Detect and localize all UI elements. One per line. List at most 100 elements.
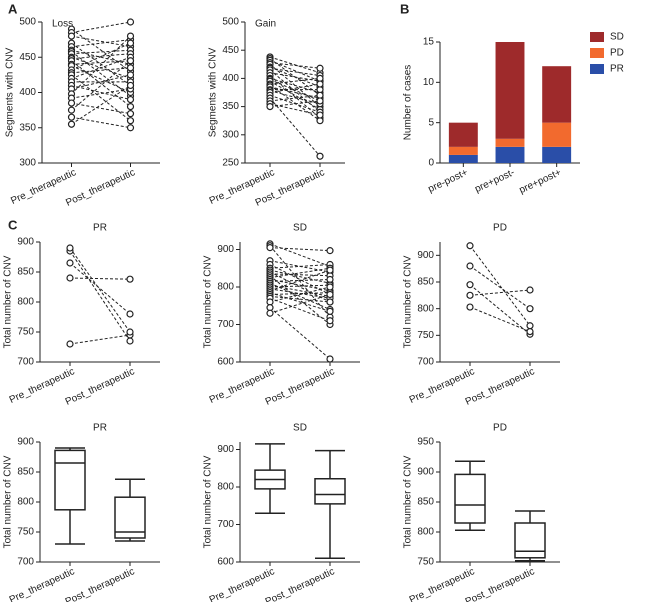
pair-line: [269, 245, 331, 318]
pair-line: [71, 56, 131, 79]
x-tick-label: pre+post+: [518, 167, 564, 196]
x-tick-label: pre+post-: [473, 167, 516, 195]
point: [316, 80, 324, 88]
chart-title: Gain: [255, 19, 276, 30]
pair-line: [269, 84, 321, 122]
point: [126, 337, 134, 345]
y-axis-label: Segments with CNV: [5, 47, 16, 137]
pair-line: [71, 42, 131, 86]
y-axis-label: Number of cases: [403, 65, 414, 141]
point: [316, 97, 324, 105]
pair-line: [469, 306, 531, 333]
y-tick-label: 800: [17, 297, 34, 308]
point: [67, 106, 76, 114]
point: [526, 328, 534, 336]
legend-swatch: [590, 32, 604, 42]
pair-line: [269, 56, 321, 74]
y-tick-label: 700: [217, 319, 234, 330]
pair-line: [269, 247, 331, 252]
y-tick-label: 850: [17, 467, 34, 478]
pair-line: [269, 292, 331, 295]
y-axis-label: Total number of CNV: [203, 255, 214, 348]
bar-segment: [542, 66, 572, 123]
bar-segment: [448, 122, 478, 147]
bar-segment: [495, 42, 525, 139]
point: [126, 39, 135, 47]
pair-line: [269, 294, 331, 314]
point: [526, 322, 534, 330]
y-tick-label: 900: [17, 437, 34, 448]
pair-line: [269, 284, 331, 288]
y-axis-label: Total number of CNV: [3, 255, 14, 348]
point: [266, 309, 274, 317]
y-tick-label: 900: [417, 250, 434, 261]
y-tick-label: 300: [222, 129, 239, 140]
point: [326, 290, 334, 299]
bar-segment: [495, 138, 525, 147]
pair-line: [269, 83, 321, 93]
chart-title: PR: [93, 423, 107, 434]
y-tick-label: 700: [17, 557, 34, 568]
point: [126, 124, 135, 132]
y-tick-label: 750: [417, 330, 434, 341]
pair-line: [69, 334, 131, 345]
y-tick-label: 800: [417, 527, 434, 538]
pair-line: [269, 267, 331, 279]
point: [326, 266, 334, 274]
y-tick-label: 850: [417, 497, 434, 508]
y-tick-label: 400: [222, 73, 239, 84]
panel-label: B: [400, 1, 409, 16]
pair-line: [71, 65, 131, 93]
pair-line: [269, 77, 321, 85]
point: [67, 32, 76, 40]
pair-line: [269, 297, 331, 322]
pair-line: [71, 85, 131, 125]
point: [126, 18, 135, 26]
bar-segment: [542, 122, 572, 147]
y-tick-label: 800: [417, 303, 434, 314]
point: [126, 110, 135, 118]
box: [114, 496, 146, 539]
pair-line: [69, 262, 131, 315]
point: [526, 305, 534, 313]
y-tick-label: 400: [19, 87, 36, 98]
y-tick-label: 450: [222, 45, 239, 56]
pair-line: [71, 39, 131, 48]
legend-label: PD: [610, 48, 624, 59]
point: [126, 275, 134, 283]
y-tick-label: 700: [17, 357, 34, 368]
y-axis-label: Total number of CNV: [403, 255, 414, 348]
pair-line: [69, 250, 131, 342]
point: [126, 102, 135, 111]
point: [66, 274, 74, 282]
point: [316, 64, 324, 72]
chart-title: SD: [293, 423, 307, 434]
point: [67, 113, 76, 121]
panel-label: C: [8, 217, 18, 232]
legend-swatch: [590, 64, 604, 74]
point: [126, 310, 134, 318]
y-tick-label: 750: [17, 527, 34, 538]
point: [316, 111, 324, 119]
chart-title: PD: [493, 423, 507, 434]
point: [326, 355, 334, 363]
x-tick-label: Post_therapeutic: [264, 566, 337, 602]
pair-line: [269, 295, 331, 303]
point: [326, 298, 334, 306]
point: [466, 242, 474, 250]
y-tick-label: 350: [19, 122, 36, 133]
y-tick-label: 450: [19, 52, 36, 63]
pair-line: [69, 277, 131, 280]
point: [126, 64, 135, 72]
panel-label: A: [8, 1, 18, 16]
bar-segment: [542, 146, 572, 163]
box: [314, 478, 346, 505]
pair-line: [269, 273, 331, 277]
pair-line: [469, 284, 531, 335]
point: [66, 340, 74, 348]
chart-title: SD: [293, 223, 307, 234]
pair-line: [71, 84, 131, 101]
y-tick-label: 900: [217, 244, 234, 255]
point: [326, 283, 334, 291]
pair-line: [269, 62, 321, 69]
